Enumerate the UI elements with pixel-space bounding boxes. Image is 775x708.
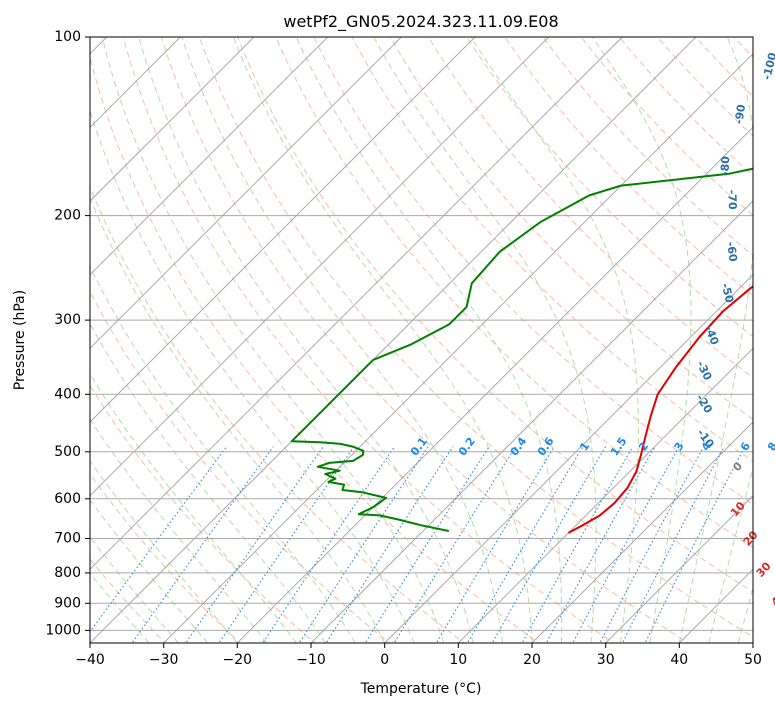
isotherm-line — [90, 37, 255, 202]
mixing-ratio-line — [185, 446, 324, 643]
mixing-ratio-line — [491, 446, 607, 643]
y-axis-label: Pressure (hPa) — [12, 290, 28, 390]
moist-adiabat-line — [138, 37, 474, 643]
dry-adiabat-label: -90 — [732, 103, 748, 125]
isotherm-line — [236, 126, 753, 643]
mixing-ratio-line — [325, 446, 454, 643]
isotherm-line — [531, 421, 753, 643]
dry-adiabat-line — [389, 37, 753, 420]
moist-adiabat-line — [295, 37, 563, 643]
mixing-ratio-line — [131, 446, 274, 643]
dry-adiabat-label: -60 — [724, 241, 740, 263]
isotherm-line — [457, 347, 753, 643]
mixing-ratio-line — [393, 446, 517, 643]
mixing-ratio-line — [621, 446, 725, 643]
x-tick-label: 20 — [523, 652, 541, 668]
y-tick-label: 800 — [54, 565, 81, 581]
moist-adiabat-line — [181, 37, 503, 643]
moist-adiabat-line — [90, 418, 268, 643]
moist-adiabat-line — [90, 536, 179, 643]
profile-lines — [290, 167, 753, 534]
x-tick-label: −20 — [223, 652, 253, 668]
y-tick-label: 1000 — [45, 622, 81, 638]
axis-ticks: −40 −30 −20 −10 0 10 20 30 40 50 100 200 300 400 500 60… — [45, 29, 762, 668]
x-tick-label: 30 — [597, 652, 615, 668]
mixing-ratio-line — [298, 446, 429, 643]
y-tick-label: 400 — [54, 386, 81, 402]
mixing-ratio-line — [364, 446, 490, 643]
moist-adiabat-line — [90, 499, 209, 643]
isotherm-line — [90, 37, 402, 350]
moist-adiabat-line — [708, 466, 753, 643]
moist-adiabat-line — [591, 37, 692, 643]
isotherm-line — [605, 494, 753, 643]
y-tick-label: 600 — [54, 491, 81, 507]
isotherm-line — [90, 37, 329, 276]
mixing-ratio-line — [466, 446, 584, 643]
chart-title: wetPf2_GN05.2024.323.11.09.E08 — [283, 12, 558, 32]
moist-adiabat-line — [90, 196, 386, 643]
dry-adiabat-line — [427, 37, 753, 379]
dry-adiabat-line — [237, 37, 753, 593]
y-tick-label: 900 — [54, 595, 81, 611]
isotherm-line — [163, 52, 753, 643]
moist-adiabat-label: 40 — [769, 589, 775, 609]
dry-adiabat-label: -70 — [725, 190, 739, 211]
moist-adiabat-line — [90, 572, 150, 643]
isotherm-line — [90, 37, 623, 571]
moist-adiabat-line — [373, 37, 597, 643]
x-tick-label: −30 — [149, 652, 179, 668]
moist-adiabat-line — [470, 37, 639, 643]
dewpoint-profile-line — [290, 167, 753, 532]
dry-adiabat-line — [275, 37, 753, 549]
x-tick-label: 0 — [380, 652, 389, 668]
dry-adiabat-line — [198, 37, 753, 638]
moist-adiabat-line — [737, 586, 753, 643]
mixing-ratio-label: 8 — [765, 440, 775, 453]
plot-frame — [89, 36, 754, 644]
isotherm-line — [90, 37, 697, 643]
mixing-ratio-line — [599, 446, 705, 643]
moist-adiabat-line — [90, 322, 327, 643]
x-tick-label: −10 — [296, 652, 326, 668]
y-tick-label: 200 — [54, 208, 81, 224]
temperature-profile-line — [567, 285, 753, 534]
moist-adiabat-line — [90, 109, 415, 643]
dry-adiabat-label: -50 — [719, 282, 737, 305]
moist-adiabat-line — [232, 37, 533, 643]
dry-adiabat-line — [466, 37, 753, 338]
background-lines — [90, 37, 753, 643]
moist-adiabat-line — [101, 37, 445, 643]
moist-adiabat-line — [678, 37, 753, 643]
moist-adiabat-line — [90, 460, 238, 643]
isotherm-line — [310, 200, 753, 643]
isotherm-line — [90, 37, 550, 497]
x-tick-label: −40 — [75, 652, 105, 668]
y-tick-label: 100 — [54, 29, 81, 45]
dry-adiabat-line — [313, 37, 753, 505]
x-tick-label: 50 — [744, 652, 762, 668]
y-tick-label: 300 — [54, 312, 81, 328]
dry-adiabat-line — [160, 37, 690, 643]
y-tick-label: 700 — [54, 531, 81, 547]
dry-adiabat-label: -80 — [718, 155, 732, 176]
dry-adiabat-line — [504, 37, 753, 297]
x-axis-label: Temperature (°C) — [360, 681, 482, 697]
y-tick-label: 500 — [54, 444, 81, 460]
moist-adiabat-line — [90, 265, 356, 643]
isotherm-line — [384, 273, 753, 643]
mixing-ratio-line — [521, 446, 634, 643]
moist-adiabat-line — [90, 373, 297, 643]
dry-adiabat-line — [351, 37, 753, 463]
isotherm-line — [90, 37, 476, 423]
x-tick-label: 40 — [670, 652, 688, 668]
mixing-ratio-line — [218, 446, 355, 643]
x-tick-label: 10 — [449, 652, 467, 668]
